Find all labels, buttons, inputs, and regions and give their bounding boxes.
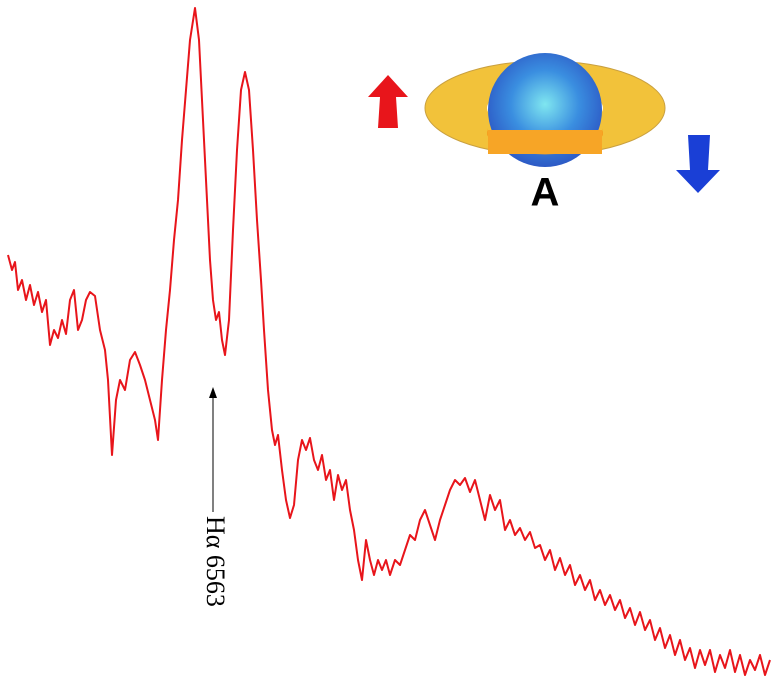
planet-label: A xyxy=(531,171,560,215)
arrow-down xyxy=(676,135,720,193)
arrow-up xyxy=(368,75,408,128)
line-label: Hα 6563 xyxy=(201,516,230,607)
pointer-head xyxy=(209,387,217,398)
ring-front-band xyxy=(488,130,602,154)
spectrum-line xyxy=(7,7,771,676)
